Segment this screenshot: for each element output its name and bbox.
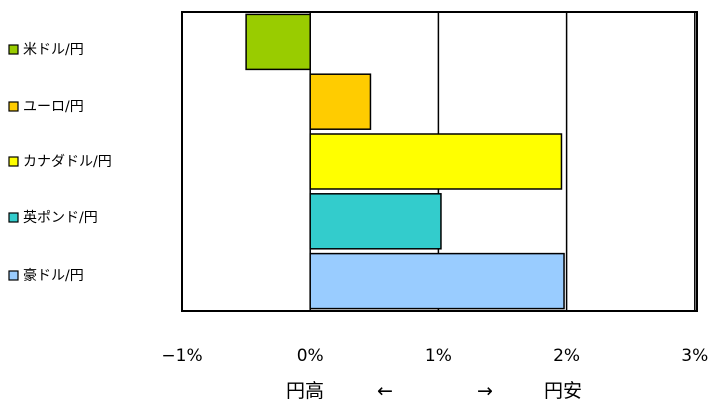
- legend-item: ユーロ/円: [8, 99, 84, 115]
- legend-item: 米ドル/円: [8, 42, 84, 58]
- x-tick-label: 2%: [553, 346, 580, 366]
- bar: [309, 133, 563, 190]
- legend-swatch: [8, 212, 19, 223]
- x-caption-right-arrow: →: [477, 380, 493, 402]
- legend-label: カナダドル/円: [23, 154, 112, 170]
- plot-area: [181, 11, 698, 312]
- bar: [309, 73, 372, 130]
- legend-swatch: [8, 156, 19, 167]
- x-tick-label: 1%: [425, 346, 452, 366]
- legend-label: 豪ドル/円: [23, 268, 84, 284]
- bar: [309, 193, 442, 250]
- legend-label: 米ドル/円: [23, 42, 84, 58]
- legend-label: ユーロ/円: [23, 99, 84, 115]
- x-caption-left-arrow: ←: [377, 380, 393, 402]
- legend-swatch: [8, 101, 19, 112]
- legend-swatch: [8, 44, 19, 55]
- legend-item: カナダドル/円: [8, 154, 112, 170]
- x-caption-right: 円安: [544, 380, 582, 402]
- legend-swatch: [8, 270, 19, 281]
- x-caption-left: 円高: [286, 380, 324, 402]
- x-tick-label: 3%: [681, 346, 708, 366]
- bar: [245, 13, 311, 71]
- legend-label: 英ポンド/円: [23, 209, 98, 226]
- legend-item: 豪ドル/円: [8, 268, 84, 284]
- x-axis-ticks: −1% 0% 1% 2% 3%: [161, 346, 708, 366]
- x-axis-caption: 円高 ← → 円安: [286, 380, 582, 402]
- x-tick-label: 0%: [297, 346, 324, 366]
- legend-item: 英ポンド/円: [8, 209, 98, 226]
- bar: [309, 252, 565, 310]
- x-tick-label: −1%: [161, 346, 202, 366]
